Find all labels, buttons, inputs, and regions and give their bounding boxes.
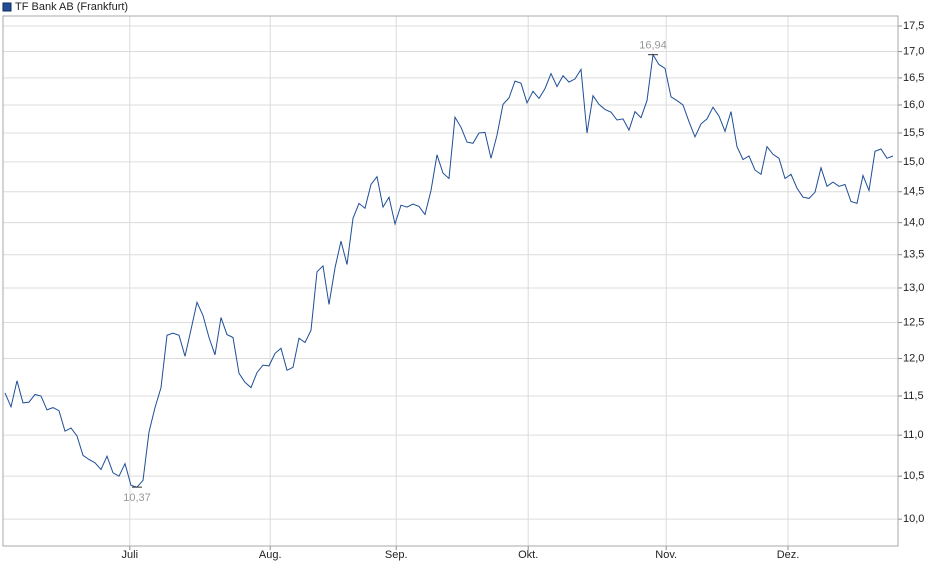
y-tick-label: 11,0	[903, 429, 924, 441]
plot-border	[2, 15, 899, 547]
y-tick-label: 14,5	[903, 186, 924, 198]
annotation-label: 16,94	[639, 40, 667, 52]
y-tick-label: 17,5	[903, 20, 924, 32]
x-tick-label: Juli	[122, 549, 139, 561]
y-tick-label: 13,5	[903, 249, 924, 261]
y-tick-label: 15,0	[903, 156, 924, 168]
x-tick-label: Dez.	[777, 549, 800, 561]
x-tick-label: Aug.	[259, 549, 282, 561]
price-line	[4, 53, 894, 488]
legend-label: TF Bank AB (Frankfurt)	[15, 1, 128, 13]
x-tick-label: Sep.	[385, 549, 408, 561]
y-tick-label: 14,0	[903, 217, 924, 229]
y-tick-label: 17,0	[903, 45, 924, 57]
legend-swatch	[2, 2, 12, 12]
plot-area	[3, 16, 898, 546]
y-tick-label: 10,0	[903, 513, 924, 525]
y-tick-label: 16,0	[903, 99, 924, 111]
y-tick-label: 11,5	[903, 390, 924, 402]
x-tick-label: Nov.	[655, 549, 677, 561]
x-tick-label: Okt.	[518, 549, 538, 561]
y-tick-label: 12,0	[903, 352, 924, 364]
y-tick-label: 13,0	[903, 282, 924, 294]
annotation-label: 10,37	[123, 492, 151, 504]
y-tick-label: 16,5	[903, 72, 924, 84]
y-tick-label: 10,5	[903, 470, 924, 482]
y-tick-label: 12,5	[903, 316, 924, 328]
y-tick-label: 15,5	[903, 127, 924, 139]
